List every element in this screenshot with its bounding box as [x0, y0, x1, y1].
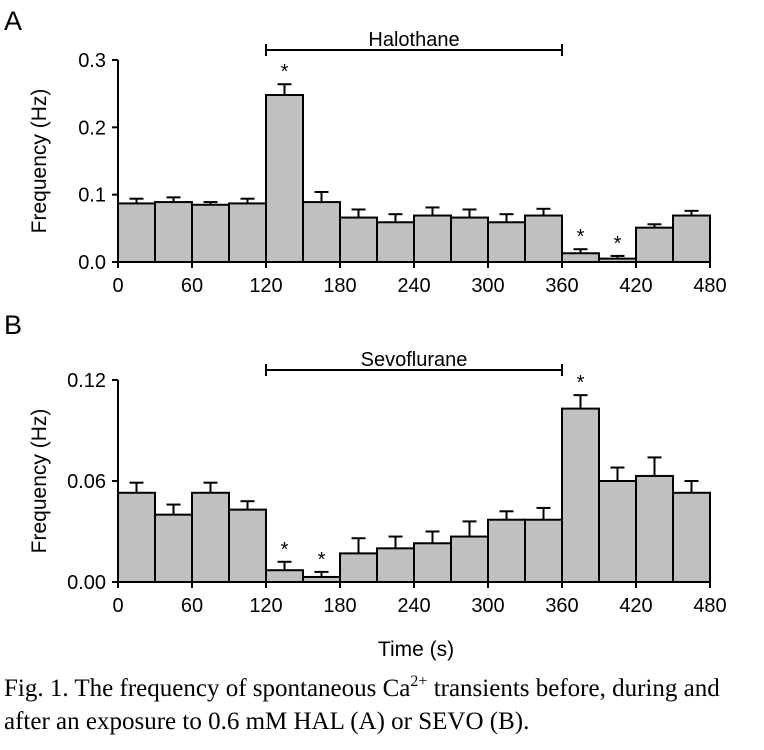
bar [339, 552, 378, 584]
x-axis-label: Time (s) [378, 638, 454, 661]
bar [154, 201, 193, 263]
significance-marker: * [281, 61, 289, 83]
bar [228, 202, 267, 263]
bar [413, 542, 452, 583]
caption-superscript: 2+ [410, 673, 428, 690]
x-tick-label: 480 [693, 275, 726, 297]
treatment-label: Halothane [368, 29, 459, 51]
x-tick-label: 0 [112, 275, 123, 297]
x-tick-label: 480 [693, 595, 726, 617]
bar [413, 214, 452, 263]
y-tick-label: 0.00 [67, 572, 106, 594]
bar [487, 518, 526, 584]
significance-marker: * [318, 549, 326, 571]
y-tick-label: 0.1 [78, 185, 106, 207]
x-tick-label: 60 [181, 595, 203, 617]
bar [561, 407, 600, 583]
bar [524, 518, 563, 584]
bar [191, 203, 230, 263]
figure-caption: Fig. 1. The frequency of spontaneous Ca2… [4, 672, 760, 738]
bar [302, 201, 341, 263]
bar [598, 480, 637, 583]
significance-marker: * [577, 226, 585, 248]
y-axis-label: Frequency (Hz) [28, 409, 51, 554]
x-tick-label: 120 [249, 275, 282, 297]
x-tick-label: 180 [323, 595, 356, 617]
x-tick-label: 60 [181, 275, 203, 297]
bar [561, 252, 600, 264]
y-tick-label: 0.3 [78, 50, 106, 72]
x-tick-label: 240 [397, 275, 430, 297]
caption-text-end: transients before, during and after an e… [4, 675, 720, 735]
significance-marker: * [614, 233, 622, 255]
caption-text-start: Fig. 1. The frequency of spontaneous Ca [4, 675, 411, 702]
bar [635, 226, 674, 264]
x-tick-label: 120 [249, 595, 282, 617]
bar [117, 202, 156, 263]
x-tick-label: 360 [545, 595, 578, 617]
x-tick-label: 180 [323, 275, 356, 297]
panel-label: A [4, 6, 22, 36]
x-tick-label: 420 [619, 595, 652, 617]
bar [376, 221, 415, 263]
treatment-label: Sevoflurane [361, 349, 468, 371]
y-tick-label: 0.2 [78, 117, 106, 139]
x-tick-label: 300 [471, 275, 504, 297]
y-tick-label: 0.12 [67, 370, 106, 392]
x-tick-label: 240 [397, 595, 430, 617]
bar [672, 491, 711, 583]
y-axis-label: Frequency (Hz) [28, 89, 51, 234]
bar [450, 216, 489, 263]
y-tick-label: 0.06 [67, 471, 106, 493]
y-tick-label: 0.0 [78, 252, 106, 274]
bar [487, 221, 526, 263]
bar [265, 569, 304, 584]
panel-a: A Frequency (Hz) * * * 0.0 0.1 0.2 0.3 0 60 120 180 2… [4, 6, 727, 297]
significance-marker: * [577, 372, 585, 394]
x-tick-label: 300 [471, 595, 504, 617]
bar [672, 214, 711, 263]
bar [228, 508, 267, 583]
bar [339, 216, 378, 263]
bar [635, 474, 674, 584]
panel-label: B [4, 310, 22, 340]
x-tick-label: 360 [545, 275, 578, 297]
bar [524, 214, 563, 263]
x-tick-label: 0 [112, 595, 123, 617]
panel-b: B Frequency (Hz) * * * 0.00 0.06 0.12 0 60 120 180 2… [4, 310, 727, 661]
bar [450, 535, 489, 583]
bar [376, 547, 415, 583]
significance-marker: * [281, 539, 289, 561]
x-tick-label: 420 [619, 275, 652, 297]
bar [117, 491, 156, 583]
bar [265, 94, 304, 263]
bar [154, 513, 193, 584]
bar [191, 491, 230, 583]
